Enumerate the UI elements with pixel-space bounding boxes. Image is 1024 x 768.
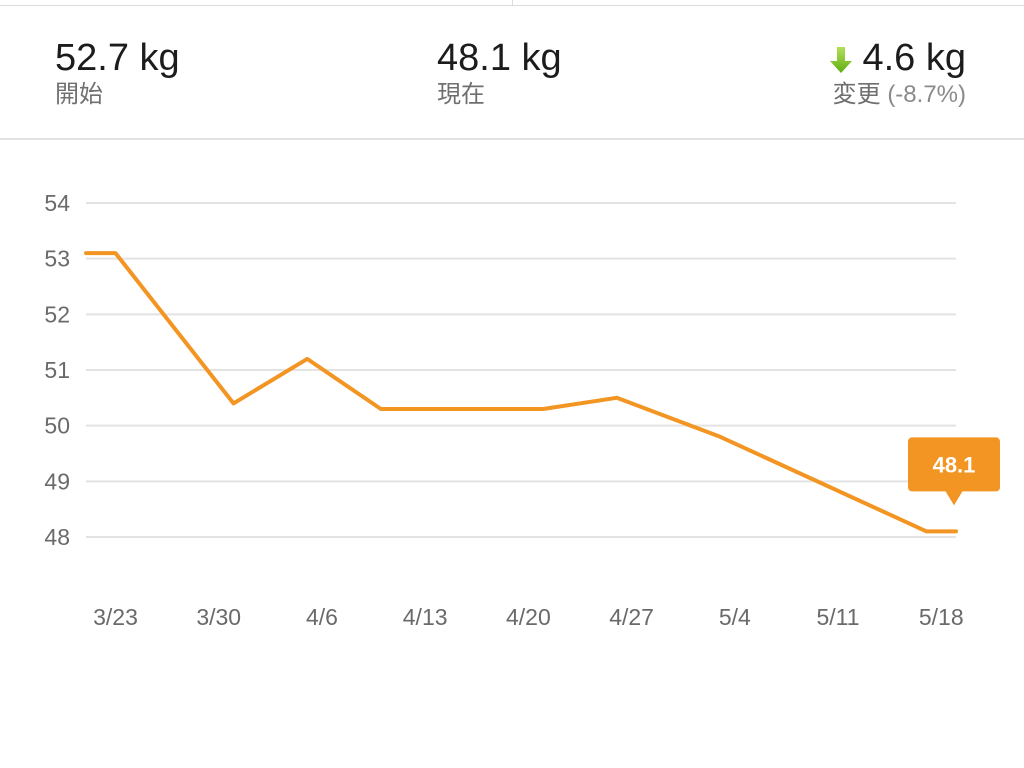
down-arrow-icon bbox=[830, 47, 853, 73]
value-callout: 48.1 bbox=[908, 437, 1000, 506]
weight-change-value: 4.6 kg bbox=[862, 37, 966, 79]
weight-series-line bbox=[84, 251, 958, 534]
start-weight-value: 52.7 kg bbox=[55, 37, 180, 79]
y-tick-label: 48 bbox=[44, 524, 70, 550]
y-tick-label: 53 bbox=[44, 246, 70, 272]
y-tick-label: 50 bbox=[44, 413, 70, 439]
start-weight-label: 開始 bbox=[55, 81, 103, 108]
current-weight-label: 現在 bbox=[437, 81, 485, 108]
weight-change-label: 変更 bbox=[832, 81, 881, 108]
x-tick-label: 3/30 bbox=[196, 604, 241, 630]
y-tick-label: 54 bbox=[44, 190, 70, 216]
y-axis: 54 53 52 51 50 49 48 bbox=[44, 190, 70, 550]
weight-change-percent: (-8.7%) bbox=[887, 81, 966, 108]
callout-box bbox=[908, 437, 1000, 492]
current-weight-value: 48.1 kg bbox=[437, 37, 562, 79]
current-weight-stat: 48.1 kg 現在 bbox=[437, 36, 562, 110]
x-tick-label: 4/6 bbox=[306, 604, 338, 630]
weight-summary: 52.7 kg 開始 48.1 kg 現在 4.6 kg 変更 (-8.7%) bbox=[0, 6, 1024, 140]
series-layer bbox=[84, 251, 958, 534]
weight-change-stat: 4.6 kg 変更 (-8.7%) bbox=[828, 36, 966, 110]
grid-lines bbox=[86, 202, 956, 538]
start-weight-stat: 52.7 kg 開始 bbox=[55, 36, 180, 110]
x-tick-label: 4/13 bbox=[403, 604, 448, 630]
top-bar-divider bbox=[512, 0, 513, 5]
y-tick-label: 51 bbox=[44, 357, 70, 383]
x-axis: 3/23 3/30 4/6 4/13 4/20 4/27 5/4 5/11 5/18 bbox=[93, 604, 964, 630]
weight-change-label-row: 変更 (-8.7%) bbox=[828, 80, 966, 110]
top-bar bbox=[0, 0, 1024, 6]
x-tick-label: 4/20 bbox=[506, 604, 551, 630]
callout-pointer bbox=[945, 490, 963, 506]
x-tick-label: 5/11 bbox=[817, 604, 860, 630]
x-tick-label: 5/4 bbox=[719, 604, 751, 630]
y-tick-label: 52 bbox=[44, 301, 70, 327]
weight-change-value-row: 4.6 kg bbox=[828, 36, 966, 80]
callout-value: 48.1 bbox=[933, 452, 976, 477]
x-tick-label: 4/27 bbox=[609, 604, 654, 630]
x-tick-label: 5/18 bbox=[919, 604, 964, 630]
x-tick-label: 3/23 bbox=[93, 604, 138, 630]
y-tick-label: 49 bbox=[44, 468, 70, 494]
